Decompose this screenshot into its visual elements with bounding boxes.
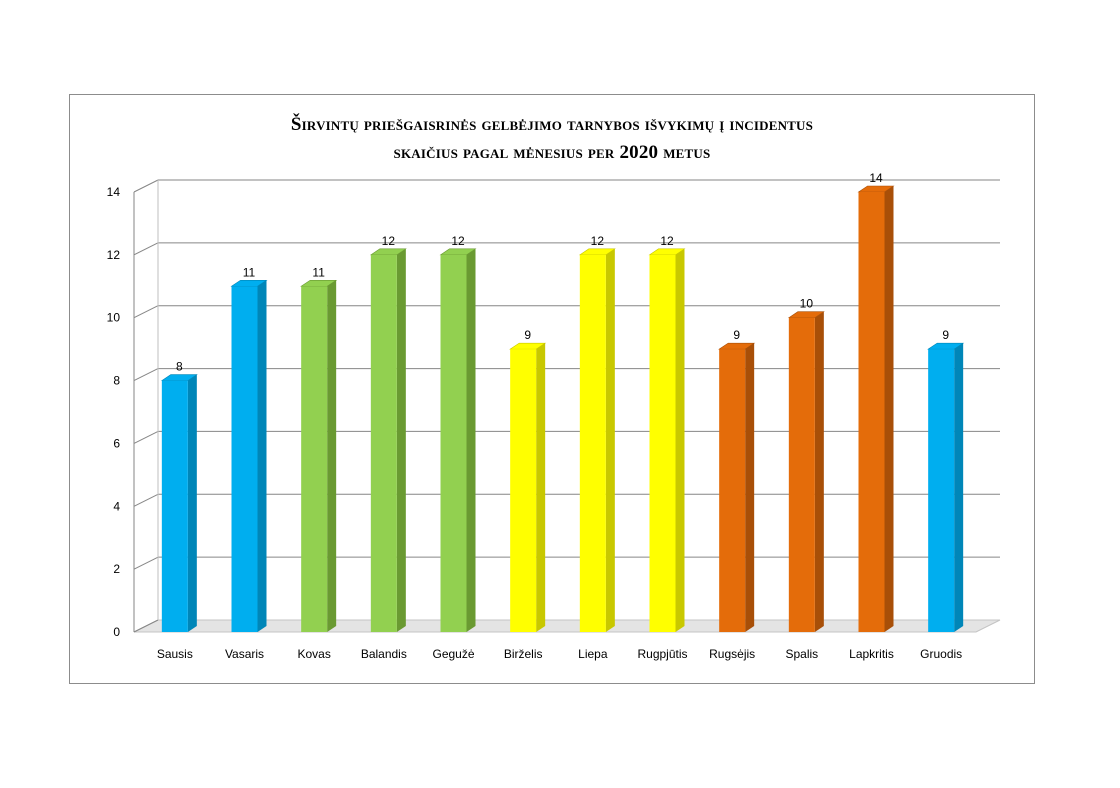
- x-tick-label: Balandis: [361, 647, 407, 661]
- bar-kovas: [301, 286, 328, 632]
- bar-birželis: [510, 349, 537, 632]
- bar-lapkritis: [858, 192, 885, 632]
- x-tick-label: Gruodis: [920, 647, 962, 661]
- y-tick-label: 0: [113, 625, 120, 639]
- gridline-depth: [133, 305, 159, 319]
- data-label: 10: [800, 297, 814, 311]
- bar-gruodis: [928, 349, 955, 632]
- x-tick-label: Birželis: [504, 647, 543, 661]
- y-tick-label: 12: [107, 248, 121, 262]
- x-tick-label: Kovas: [297, 647, 330, 661]
- bar-vasaris: [231, 286, 258, 632]
- bar-side: [954, 343, 964, 632]
- y-tick-label: 10: [107, 311, 121, 325]
- y-tick-label: 2: [113, 562, 120, 576]
- x-tick-label: Spalis: [785, 647, 818, 661]
- x-tick-label: Rugsėjis: [709, 647, 755, 661]
- bar-side: [257, 280, 267, 632]
- bar-side: [466, 248, 476, 632]
- data-label: 11: [312, 265, 325, 279]
- bar-gegužė: [440, 254, 467, 632]
- data-label: 9: [733, 328, 740, 342]
- bar-side: [814, 311, 824, 632]
- bar-side: [536, 343, 546, 632]
- bar-side: [884, 186, 894, 632]
- gridline-depth: [133, 368, 159, 382]
- data-label: 8: [176, 360, 183, 374]
- bar-spalis: [788, 317, 815, 632]
- gridline-depth: [133, 179, 159, 193]
- x-tick-label: Sausis: [157, 647, 193, 661]
- x-tick-label: Liepa: [578, 647, 608, 661]
- bar-side: [187, 374, 197, 632]
- x-tick-label: Gegužė: [432, 647, 474, 661]
- y-tick-label: 6: [113, 436, 120, 450]
- bar-side: [327, 280, 337, 632]
- chart-title-line-2: skaičius pagal mėnesius per 2020 metus: [393, 142, 711, 163]
- gridline-depth: [133, 556, 159, 570]
- bar-side: [396, 248, 406, 632]
- x-tick-label: Vasaris: [225, 647, 264, 661]
- data-label: 12: [660, 234, 674, 248]
- y-tick-label: 4: [113, 499, 120, 513]
- bar-balandis: [370, 254, 397, 632]
- data-label: 12: [382, 234, 396, 248]
- data-label: 11: [243, 265, 256, 279]
- data-label: 12: [591, 234, 605, 248]
- data-label: 9: [524, 328, 531, 342]
- gridline-depth: [133, 493, 159, 507]
- bar-liepa: [579, 254, 606, 632]
- bar-side: [675, 248, 685, 632]
- x-tick-label: Lapkritis: [849, 647, 894, 661]
- data-label: 14: [869, 171, 883, 185]
- gridline-depth: [133, 619, 159, 633]
- gridline-depth: [133, 430, 159, 444]
- data-label: 12: [451, 234, 465, 248]
- y-tick-label: 14: [107, 185, 121, 199]
- bar-rugsėjis: [719, 349, 746, 632]
- y-tick-label: 8: [113, 374, 120, 388]
- gridline-depth: [133, 242, 159, 256]
- bar-side: [605, 248, 615, 632]
- bar-sausis: [161, 380, 188, 632]
- chart-title: Širvintų priešgaisrinės gelbėjimo tarnyb…: [70, 111, 1034, 167]
- chart-title-line-1: Širvintų priešgaisrinės gelbėjimo tarnyb…: [290, 114, 814, 135]
- x-tick-label: Rugpjūtis: [637, 647, 687, 661]
- bar-rugpjūtis: [649, 254, 676, 632]
- data-label: 9: [942, 328, 949, 342]
- bar-side: [745, 343, 755, 632]
